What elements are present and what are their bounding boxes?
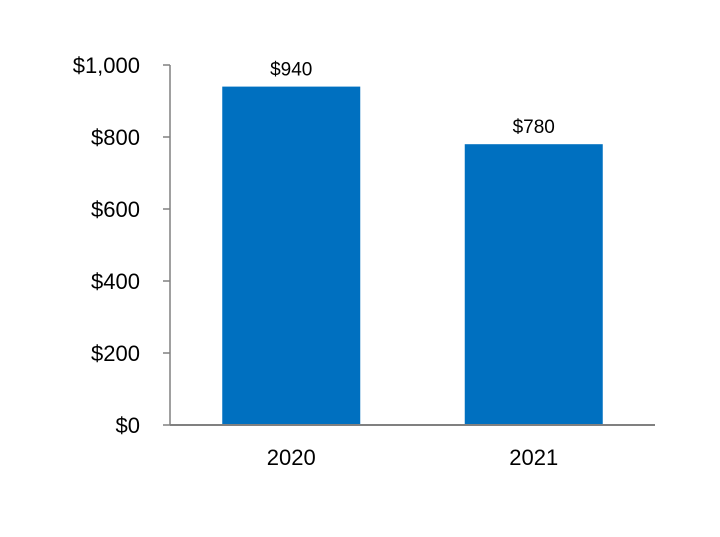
bar-2021 [464,144,603,425]
bar-value-label: $940 [270,60,312,81]
x-tick-label: 2020 [267,445,316,470]
bar-value-label: $780 [513,117,555,138]
bars [222,86,603,425]
y-tick-label: $1,000 [73,53,140,78]
bar-2020 [222,86,361,425]
x-axis: 2020 2021 [170,424,655,470]
y-tick-label: $200 [91,341,140,366]
y-tick-label: $800 [91,125,140,150]
y-tick-label: $0 [116,413,140,438]
bar-value-labels: $940 $780 [270,60,555,139]
x-tick-label: 2021 [509,445,558,470]
y-axis: $0 $200 $400 $600 $800 $1,000 [73,53,171,438]
y-tick-label: $600 [91,197,140,222]
y-tick-label: $400 [91,269,140,294]
